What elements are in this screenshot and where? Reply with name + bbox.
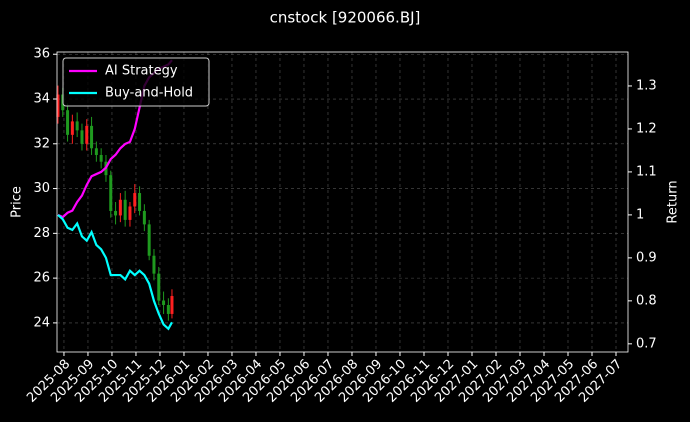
y2-tick-label: 0.9 (636, 250, 657, 265)
candle-body (66, 110, 70, 135)
y-tick-label: 36 (33, 47, 50, 62)
y-tick-label: 30 (33, 181, 50, 196)
candle-body (114, 210, 118, 216)
candle-body (109, 175, 113, 211)
candle-body (85, 125, 89, 144)
candle-body (147, 224, 151, 256)
legend-box (62, 57, 210, 107)
candle-body (94, 148, 98, 155)
candle-body (123, 199, 127, 220)
y-axis-label: Price (10, 186, 25, 218)
y-tick-label: 26 (33, 271, 50, 286)
y2-tick-label: 1.2 (636, 121, 657, 136)
candle-body (118, 199, 122, 216)
candle-body (56, 94, 60, 117)
y-tick-label: 28 (33, 226, 50, 241)
candle-body (99, 154, 103, 162)
y2-tick-label: 1 (636, 207, 644, 222)
candle-body (162, 300, 166, 305)
candle-body (128, 206, 132, 220)
plot-frame (56, 51, 629, 353)
y2-axis-label: Return (666, 180, 681, 223)
line-series (57, 214, 173, 331)
y2-tick-label: 1.3 (636, 78, 657, 93)
candle-body (142, 210, 146, 225)
candle-body (138, 193, 142, 211)
candle-body (152, 255, 156, 274)
chart-title: cnstock [920066.BJ] (270, 9, 421, 27)
candle-body (80, 130, 84, 144)
y2-tick-label: 0.8 (636, 293, 657, 308)
candle-body (75, 121, 79, 131)
candle-body (133, 193, 137, 207)
y2-tick-label: 1.1 (636, 164, 657, 179)
legend-label: Buy-and-Hold (105, 86, 193, 101)
candle-body (157, 273, 161, 301)
candle-body (70, 121, 74, 135)
legend-label: AI Strategy (105, 64, 178, 79)
y2-tick-label: 0.7 (636, 336, 657, 351)
candle-body (170, 296, 174, 314)
candle-body (166, 304, 170, 314)
y-tick-label: 32 (33, 136, 50, 151)
candle-body (90, 125, 94, 149)
y-tick-label: 24 (33, 315, 50, 330)
y-tick-label: 34 (33, 92, 50, 107)
